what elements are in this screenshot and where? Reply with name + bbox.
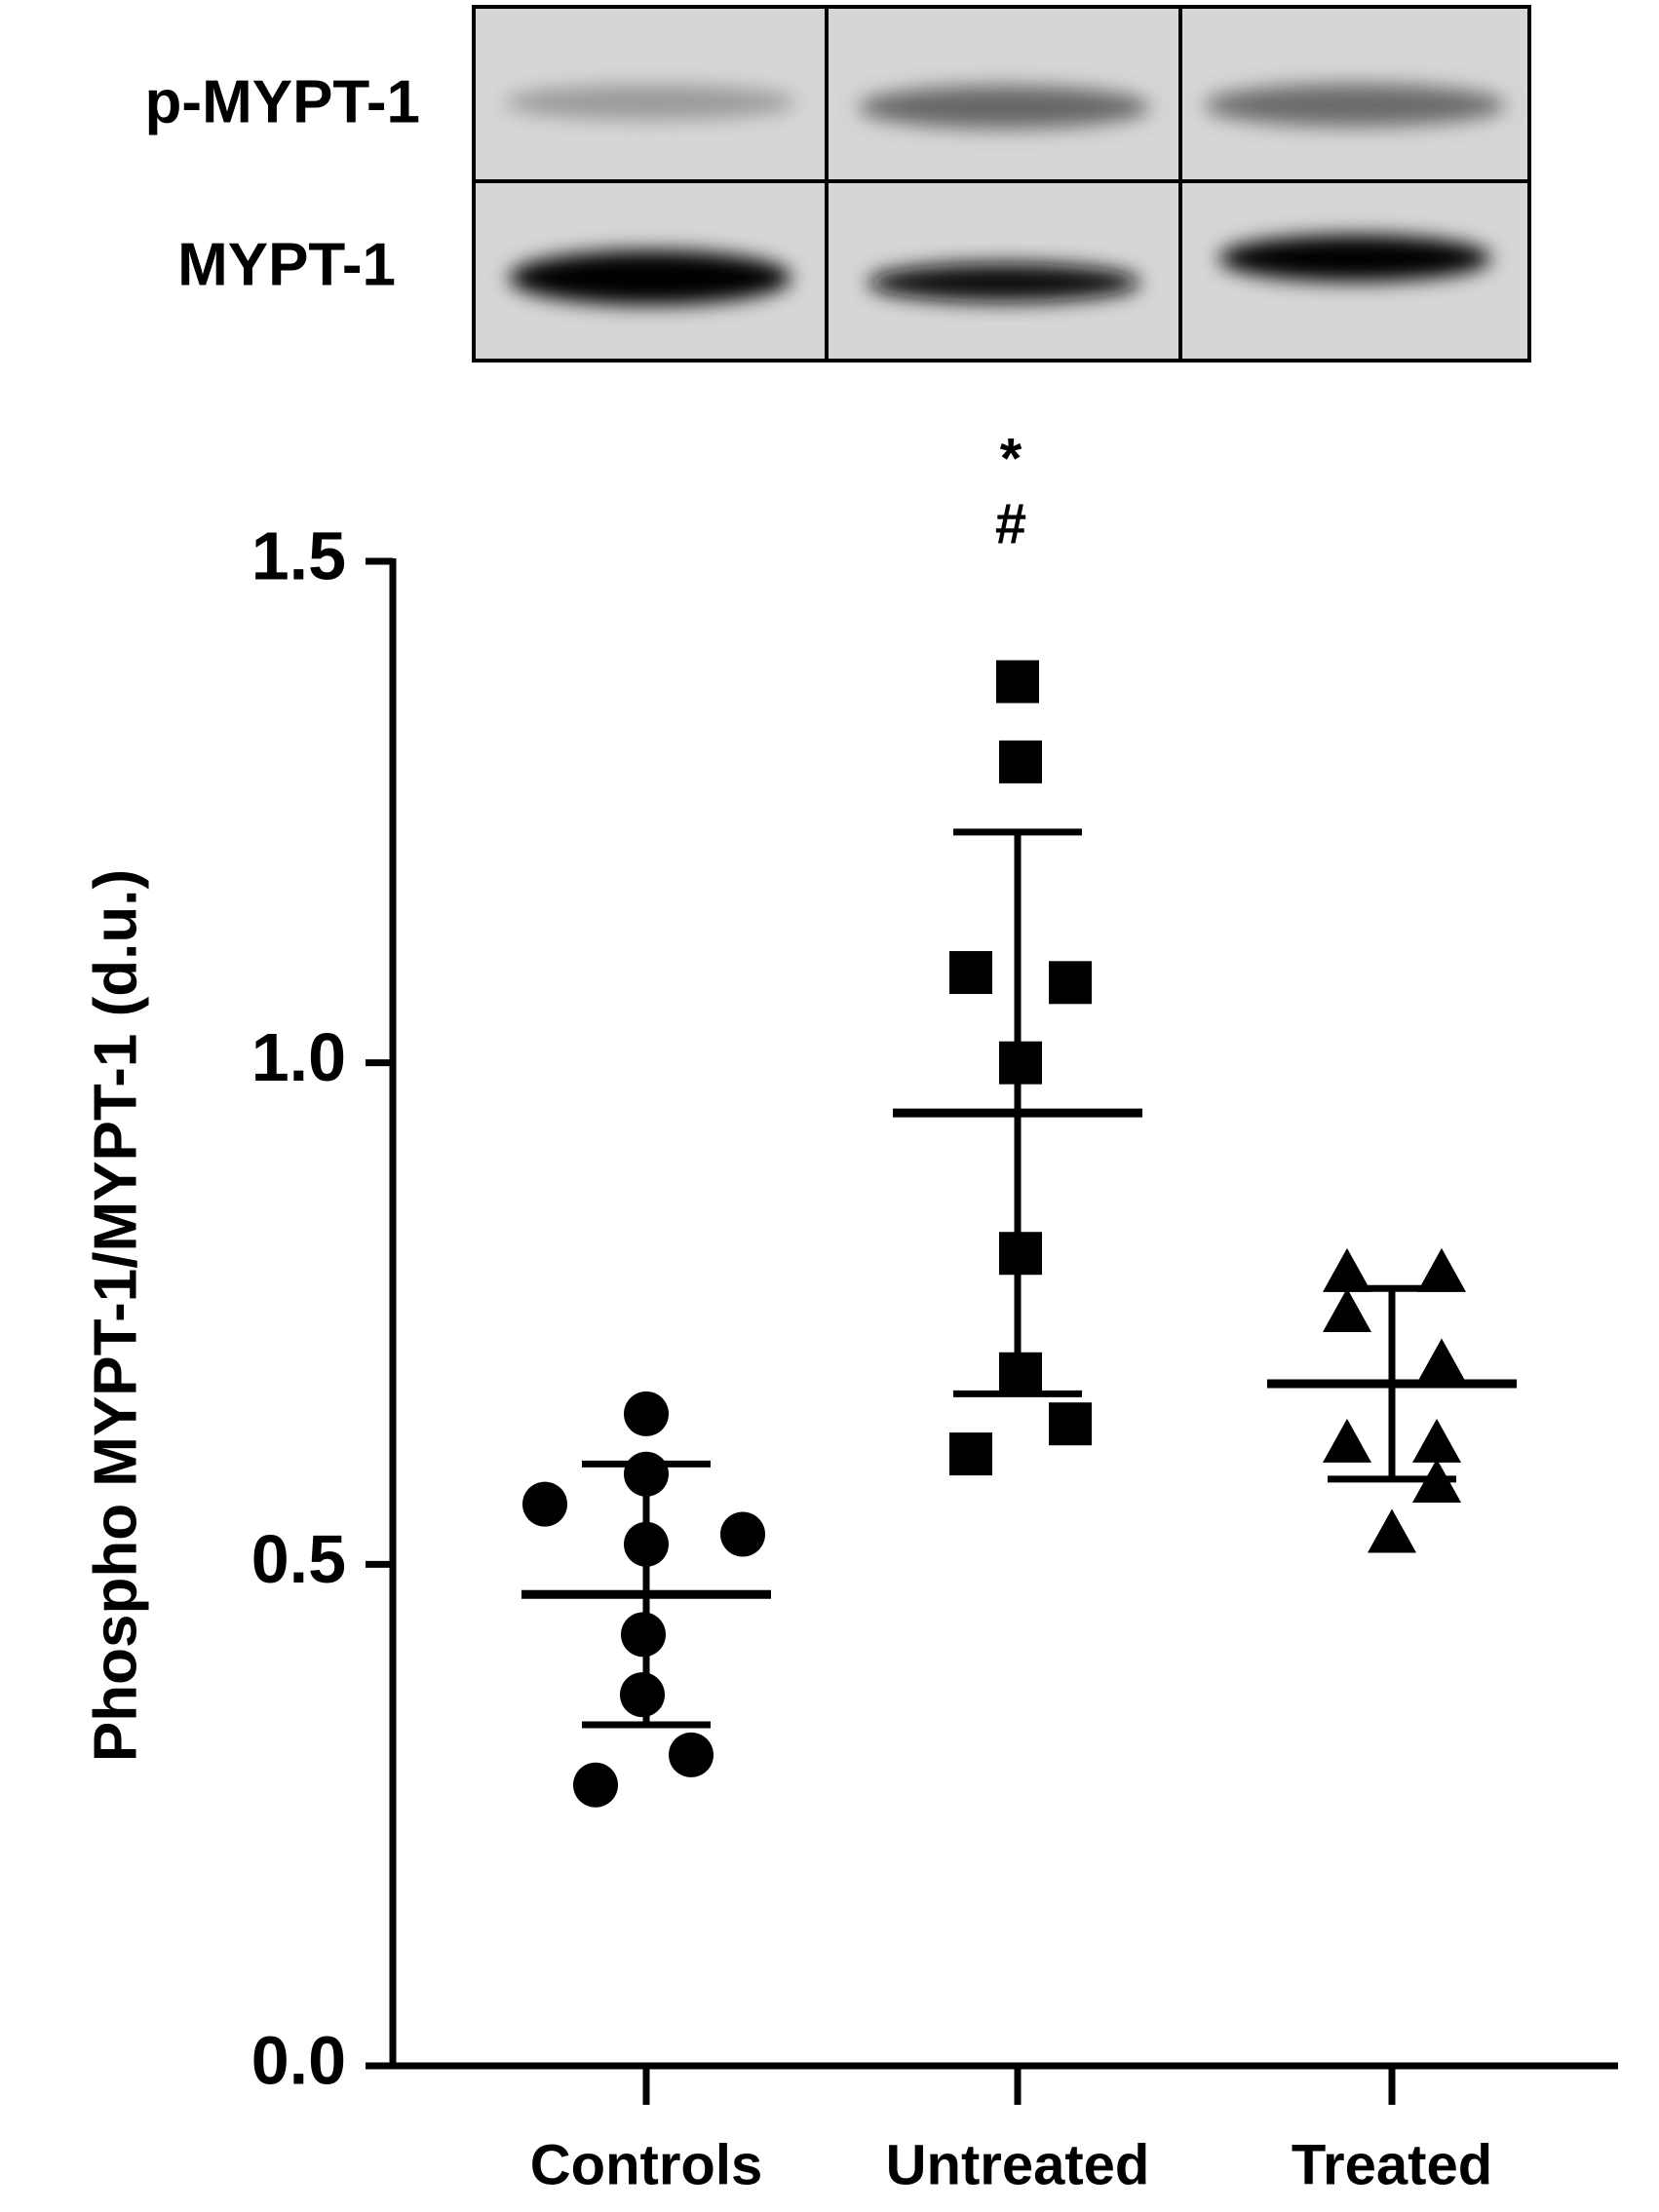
data-point	[949, 951, 992, 995]
blot-label: p-MYPT-1	[145, 68, 420, 135]
data-point	[1417, 1338, 1466, 1383]
data-point	[624, 1391, 669, 1436]
blot-label: MYPT-1	[177, 231, 396, 298]
y-axis-title: Phospho MYPT-1/MYPT-1 (d.u.)	[82, 869, 149, 1762]
annotation: #	[995, 492, 1026, 555]
data-point	[1417, 1247, 1466, 1292]
data-point	[1323, 1288, 1371, 1332]
y-tick-label: 0.0	[251, 2022, 346, 2098]
data-point	[999, 740, 1042, 783]
x-tick-label: Untreated	[886, 2133, 1150, 2196]
data-point	[1049, 961, 1092, 1005]
annotation: *	[1000, 427, 1022, 490]
western-blot	[472, 5, 1531, 362]
data-point	[1049, 1402, 1092, 1446]
y-tick-label: 1.5	[251, 517, 346, 593]
data-point	[522, 1481, 567, 1527]
data-point	[1323, 1418, 1371, 1463]
data-point	[720, 1511, 765, 1557]
data-point	[669, 1732, 714, 1777]
data-point	[1323, 1247, 1371, 1292]
data-point	[949, 1432, 992, 1476]
x-tick-label: Treated	[1292, 2133, 1492, 2196]
x-tick-label: Controls	[530, 2133, 762, 2196]
data-point	[573, 1762, 618, 1808]
y-tick-label: 0.5	[251, 1521, 346, 1597]
data-point	[996, 660, 1039, 704]
data-point	[1412, 1418, 1461, 1463]
data-point	[620, 1672, 665, 1718]
data-point	[1368, 1508, 1416, 1553]
y-tick-label: 1.0	[251, 1019, 346, 1095]
